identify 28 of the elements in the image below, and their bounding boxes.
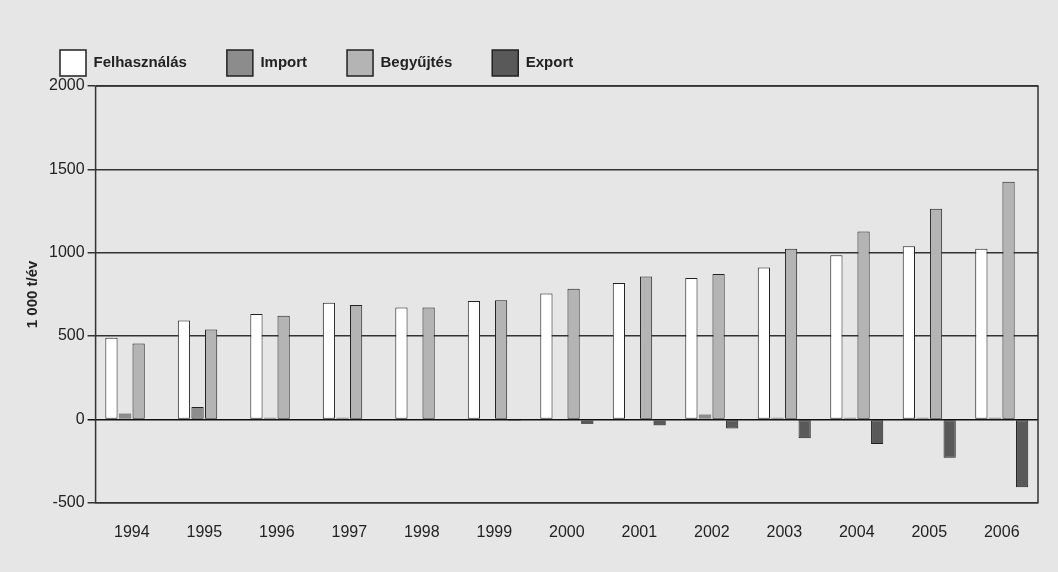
- x-tick-label: 2004: [838, 522, 875, 540]
- x-tick-label: 1999: [476, 522, 513, 540]
- bar: [698, 414, 712, 419]
- y-axis-title: 1 000 t/év: [23, 259, 41, 329]
- bar: [581, 420, 594, 424]
- x-tick-label: 1995: [186, 522, 223, 540]
- y-tick-label: 1500: [49, 159, 85, 177]
- legend-label: Import: [260, 53, 308, 71]
- bar: [118, 413, 132, 419]
- legend-label: Begyűjtés: [380, 53, 453, 71]
- bar: [653, 420, 666, 426]
- x-tick-label: 2003: [766, 522, 803, 540]
- y-tick-label: 1000: [49, 243, 85, 261]
- x-tick-label: 2001: [621, 522, 658, 540]
- x-tick-label: 1996: [259, 522, 295, 540]
- y-tick-label: 2000: [49, 76, 85, 94]
- x-tick-label: 1994: [114, 522, 150, 540]
- y-tick-label: -500: [52, 493, 85, 511]
- legend-label: Export: [525, 53, 574, 71]
- x-tick-label: 1998: [404, 522, 440, 540]
- y-tick-label: 500: [57, 326, 85, 344]
- x-tick-label: 2005: [911, 522, 948, 540]
- x-tick-label: 2000: [549, 522, 585, 540]
- x-tick-label: 1997: [331, 522, 368, 540]
- legend-label: Felhasználás: [93, 53, 187, 71]
- y-tick-label: 0: [75, 409, 85, 427]
- x-tick-label: 2006: [983, 522, 1020, 540]
- x-tick-label: 2002: [693, 522, 730, 540]
